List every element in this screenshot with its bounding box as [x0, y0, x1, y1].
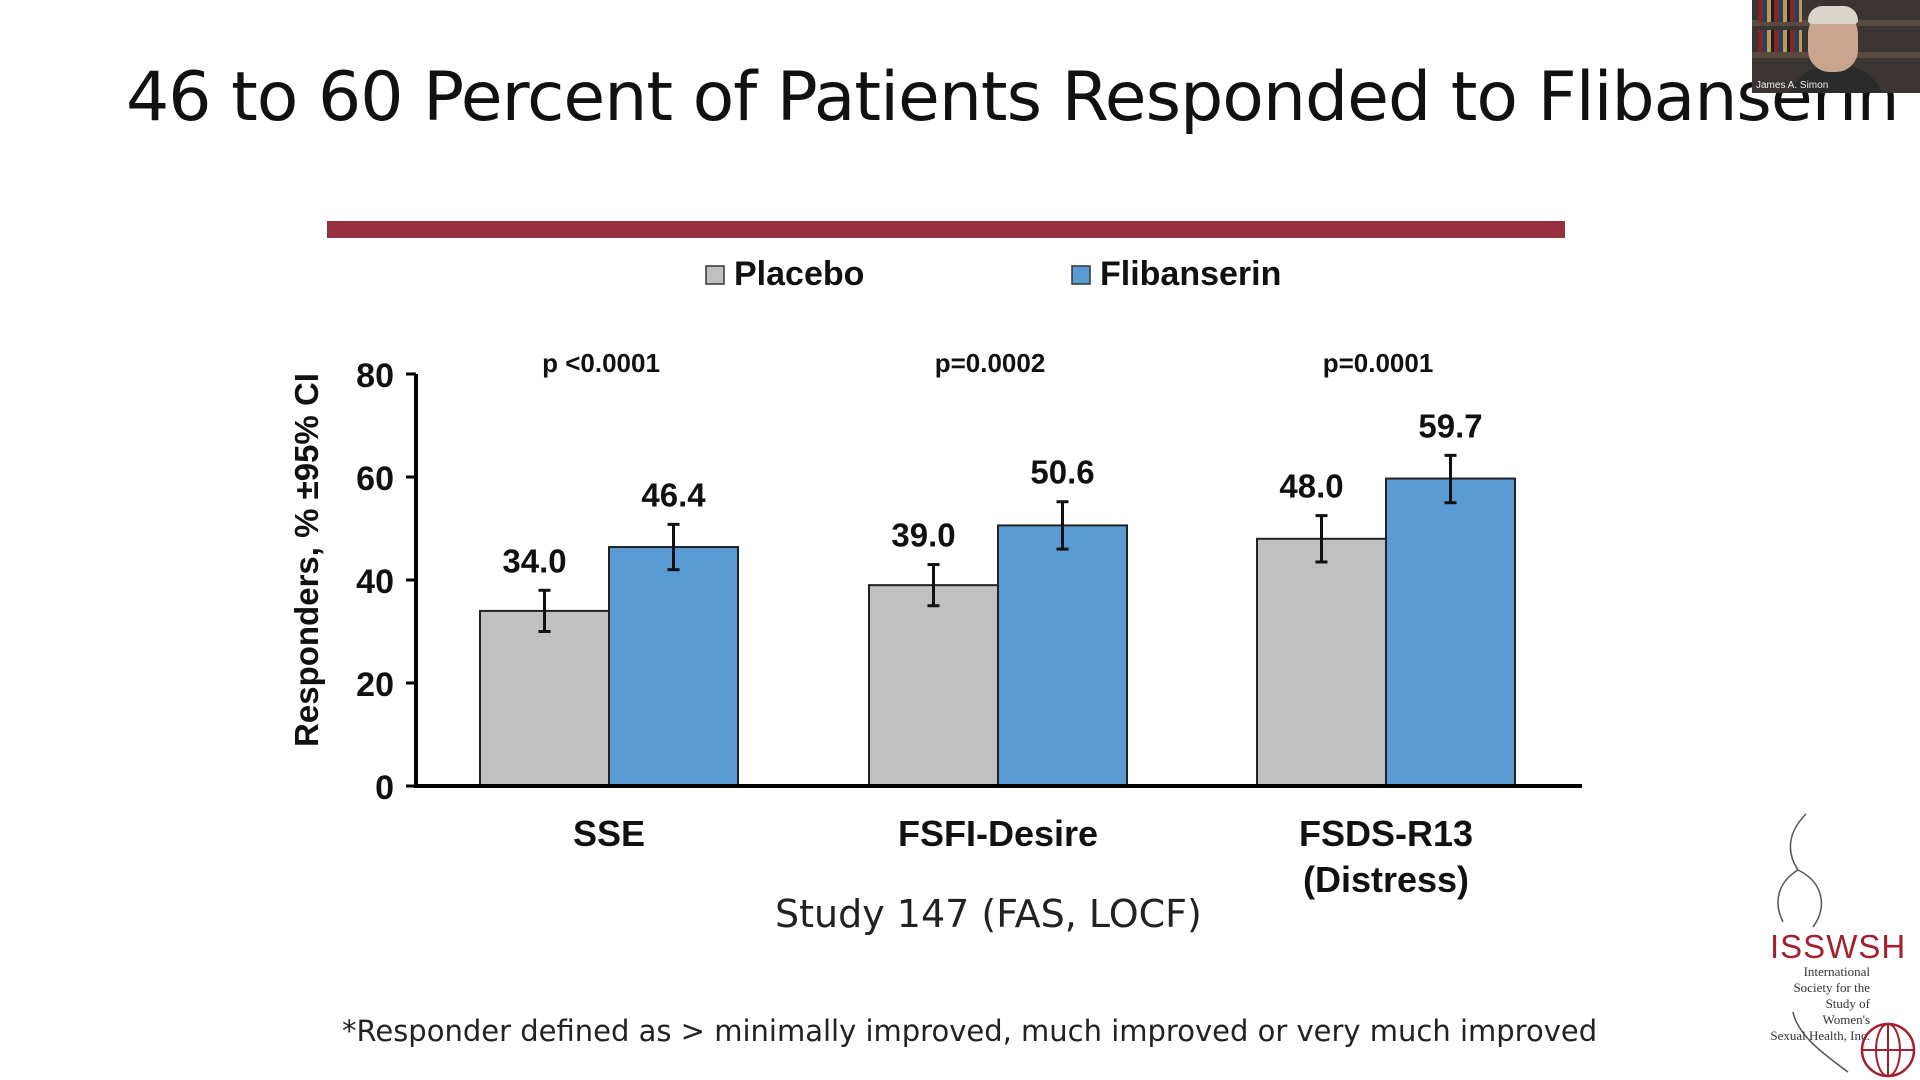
- bar-placebo-1: [868, 584, 999, 788]
- data-label: 39.0: [891, 517, 955, 554]
- legend-swatch-placebo: [705, 265, 725, 285]
- y-tick-label: 40: [356, 563, 394, 601]
- logo-subtitle-line: International: [1803, 964, 1870, 979]
- y-tick-label: 0: [375, 769, 394, 807]
- webcam-video-thumbnail[interactable]: James A. Simon: [1752, 0, 1920, 93]
- bar-placebo-2: [1256, 537, 1387, 787]
- study-label: Study 147 (FAS, LOCF): [775, 892, 1202, 936]
- legend-label-placebo: Placebo: [734, 255, 864, 293]
- data-label: 34.0: [502, 542, 566, 579]
- logo-subtitle: International Society for the Study of W…: [1730, 964, 1870, 1044]
- bar-placebo-0: [479, 609, 610, 788]
- isswsh-logo: [1777, 813, 1916, 1078]
- p-value-label: p=0.0002: [935, 348, 1046, 378]
- bar-flibanserin-1: [997, 524, 1128, 787]
- y-tick-label: 80: [356, 357, 394, 395]
- p-value-label: p <0.0001: [542, 348, 660, 378]
- data-label: 46.4: [641, 476, 706, 513]
- bar-flibanserin-0: [608, 546, 739, 787]
- y-axis-label: Responders, % ±95% CI: [288, 373, 325, 747]
- logo-subtitle-line: Women's: [1822, 1012, 1870, 1027]
- presenter-hair: [1808, 6, 1858, 24]
- legend-swatch-flibanserin: [1071, 265, 1091, 285]
- logo-figure-outline: [1792, 1011, 1849, 1073]
- logo-wordmark: ISSWSH: [1770, 928, 1907, 965]
- data-label: 48.0: [1279, 468, 1343, 505]
- webcam-caption: James A. Simon: [1756, 80, 1829, 91]
- logo-subtitle-line: Sexual Health, Inc.: [1770, 1028, 1870, 1043]
- x-tick-label: (Distress): [1303, 859, 1469, 900]
- bar-flibanserin-2: [1385, 477, 1516, 787]
- logo-figure-outline: [1777, 813, 1823, 928]
- y-tick-label: 20: [356, 666, 394, 704]
- p-value-label: p=0.0001: [1323, 348, 1434, 378]
- logo-subtitle-line: Society for the: [1793, 980, 1870, 995]
- logo-subtitle-line: Study of: [1825, 996, 1870, 1011]
- title-rule: [327, 221, 1565, 238]
- data-label: 59.7: [1418, 407, 1482, 444]
- y-tick-label: 60: [356, 460, 394, 498]
- legend-label-flibanserin: Flibanserin: [1100, 255, 1281, 293]
- slide-title: 46 to 60 Percent of Patients Responded t…: [126, 58, 1900, 137]
- x-tick-label: SSE: [573, 813, 645, 854]
- books: [1758, 30, 1802, 52]
- x-tick-label: FSFI-Desire: [898, 813, 1098, 854]
- footnote: *Responder defined as > minimally improv…: [342, 1014, 1598, 1048]
- data-label: 50.6: [1030, 454, 1094, 491]
- books: [1758, 0, 1802, 22]
- x-tick-label: FSDS-R13: [1299, 813, 1473, 854]
